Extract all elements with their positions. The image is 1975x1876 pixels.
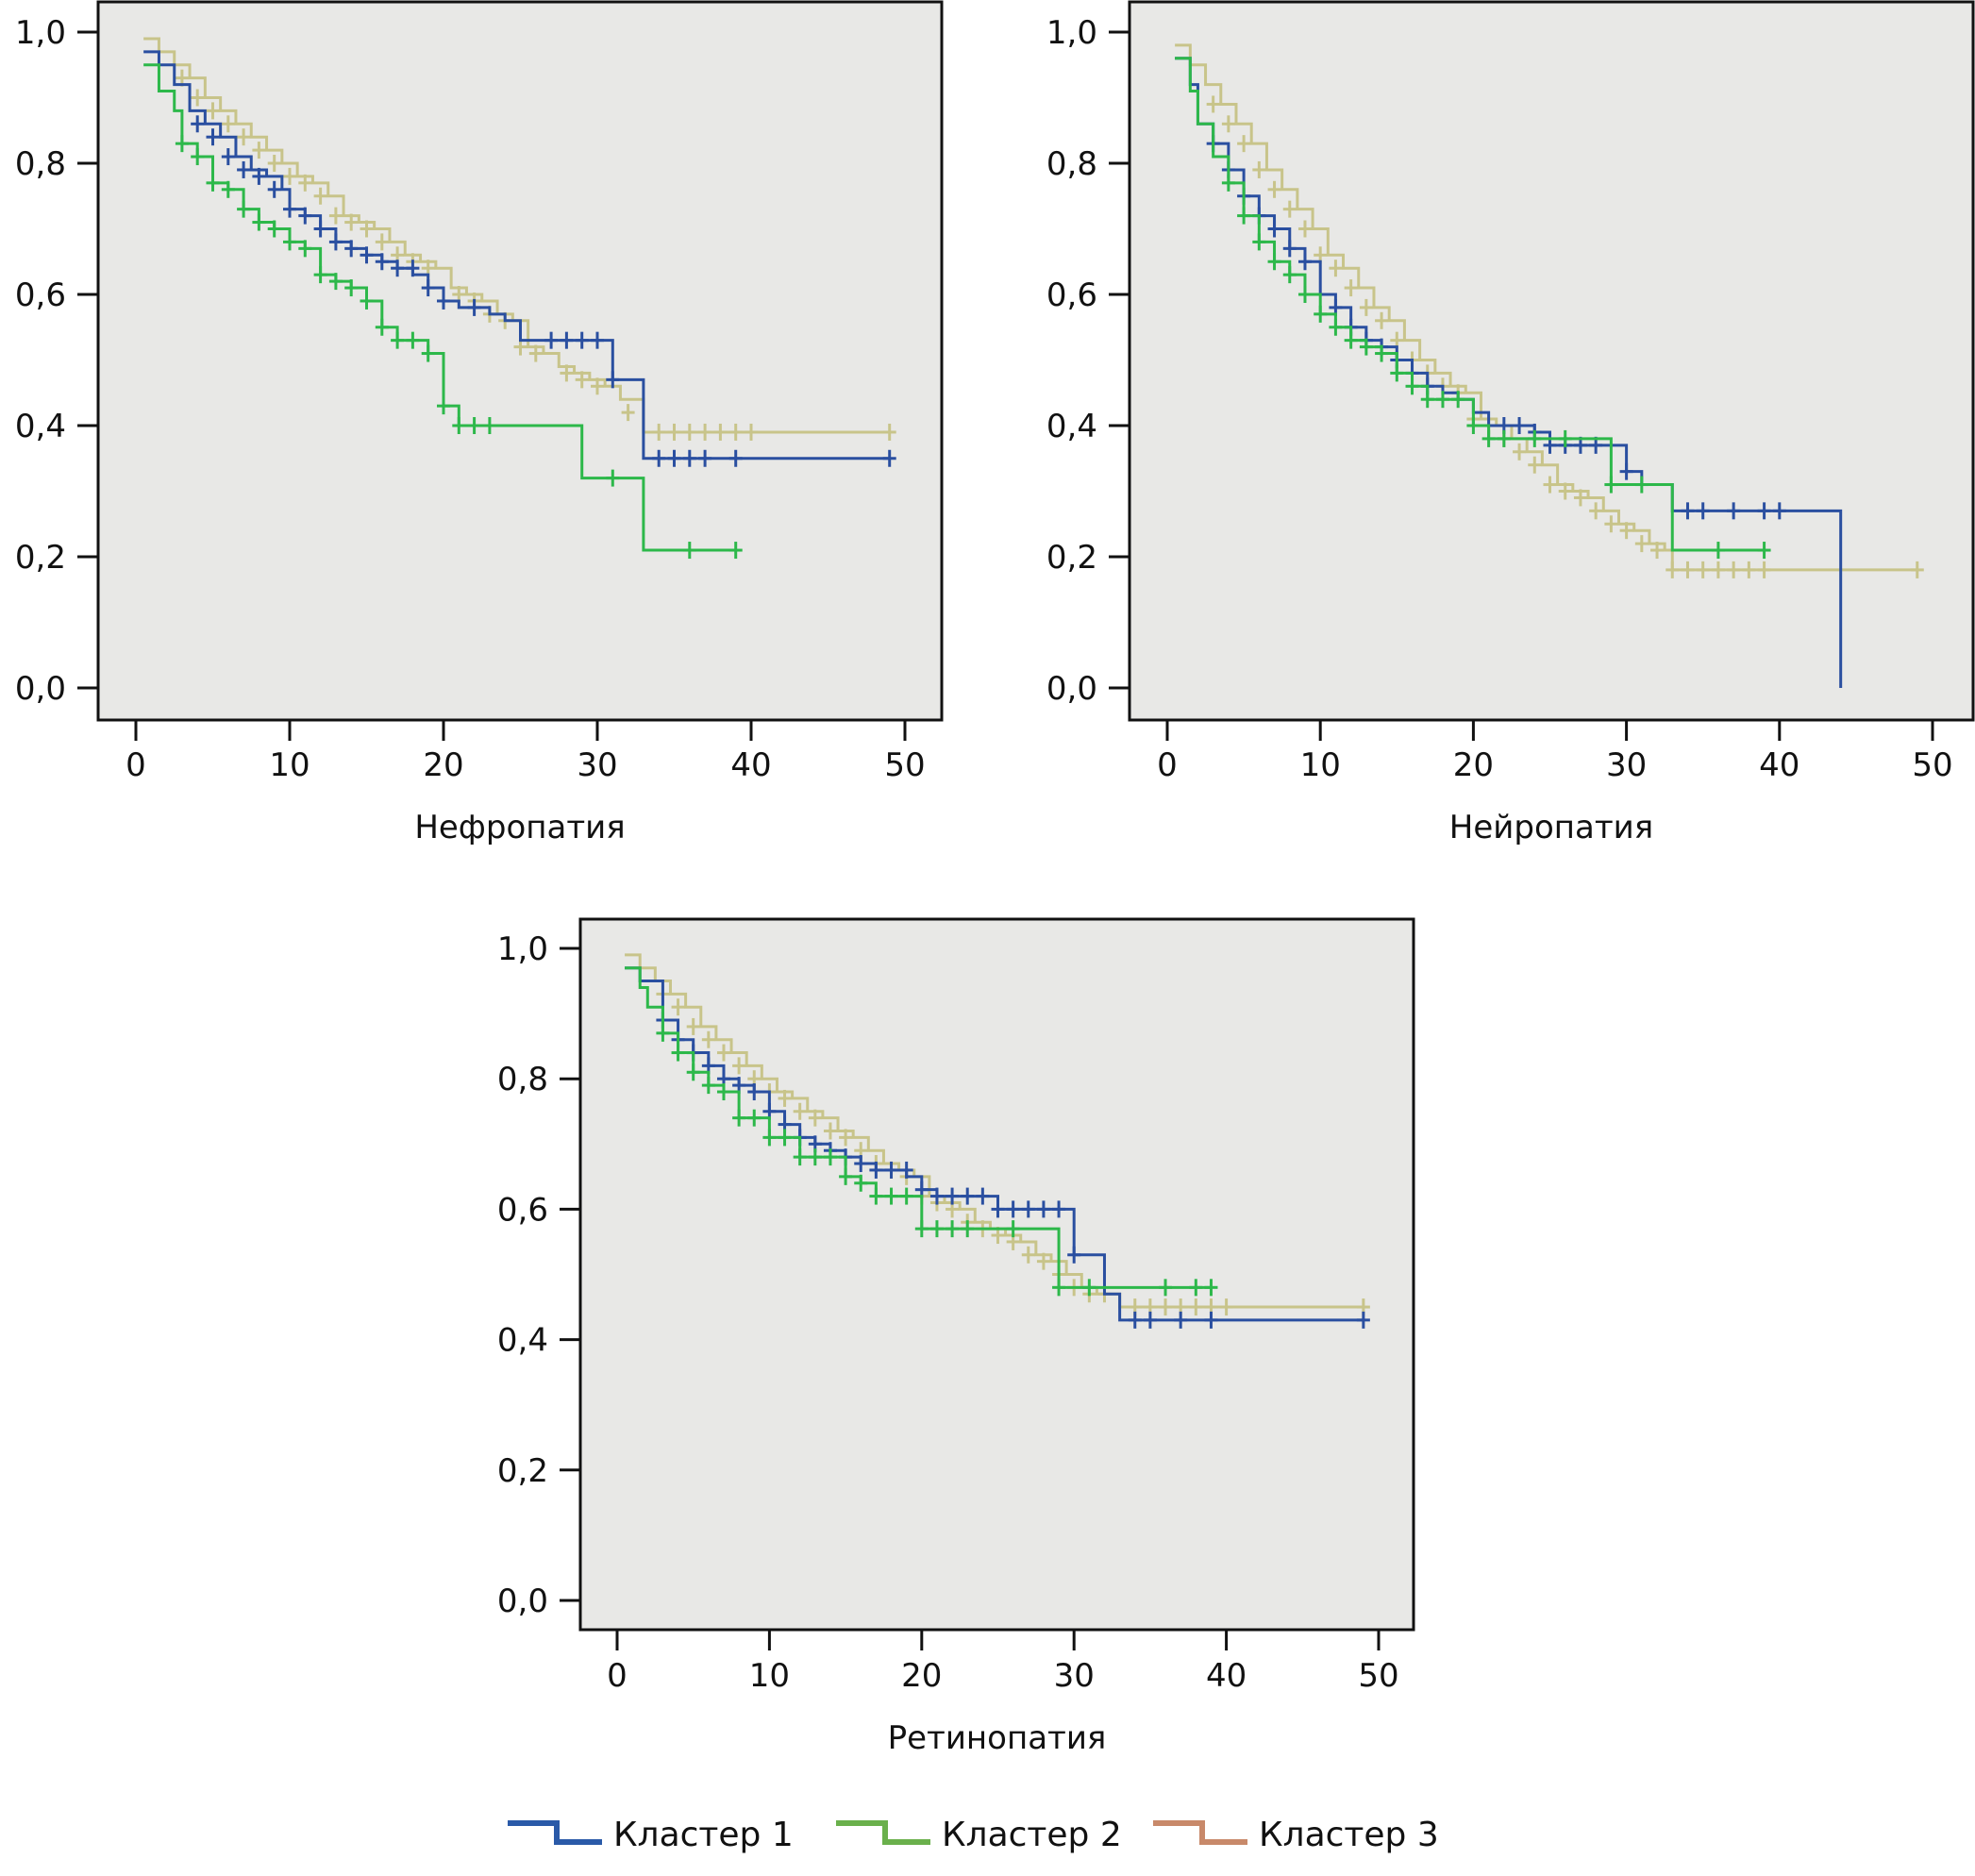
legend-swatch xyxy=(508,1820,602,1845)
y-tick-label: 1,0 xyxy=(1046,14,1097,52)
series-cluster-2 xyxy=(1175,57,1771,560)
x-tick-label: 0 xyxy=(1157,746,1178,784)
x-axis-title: Нейропатия xyxy=(1449,809,1653,846)
x-axis-title: Нефропатия xyxy=(414,809,625,846)
series-cluster-2 xyxy=(143,63,743,560)
x-tick-label: 10 xyxy=(269,746,310,784)
plot-area xyxy=(96,0,944,722)
survival-step-line xyxy=(143,37,890,434)
x-tick-label: 20 xyxy=(423,746,463,784)
y-tick-label: 0,4 xyxy=(15,408,66,445)
y-tick-label: 0,8 xyxy=(15,145,66,183)
legend: Кластер 1 Кластер 2 Кластер 3 xyxy=(508,1816,1439,1854)
series-cluster-3 xyxy=(143,37,896,441)
x-tick-label: 20 xyxy=(1453,746,1494,784)
chart-nephropathy: 0,0 0,2 0,4 0,6 0,8 1,0 0 10 20 30 40 50 Нефропатия xyxy=(15,0,944,846)
y-tick-label: 0,8 xyxy=(497,1061,548,1098)
legend-item-cluster-3: Кластер 3 xyxy=(1153,1816,1439,1854)
y-tick-label: 0,6 xyxy=(497,1191,548,1229)
plot-area xyxy=(1128,0,1975,722)
x-tick-label: 10 xyxy=(749,1657,790,1695)
chart-retinopathy: 0,0 0,2 0,4 0,6 0,8 1,0 0 10 20 30 40 50 Ретинопатия xyxy=(497,917,1415,1757)
x-tick-label: 20 xyxy=(901,1657,942,1695)
y-tick-label: 1,0 xyxy=(497,930,548,968)
y-tick-label: 1,0 xyxy=(15,14,66,52)
y-tick-label: 0,2 xyxy=(15,539,66,577)
y-tick-label: 0,2 xyxy=(1046,539,1097,577)
y-tick-label: 0,2 xyxy=(497,1452,548,1490)
survival-step-line xyxy=(1175,43,1917,572)
x-tick-label: 30 xyxy=(1606,746,1647,784)
legend-item-cluster-2: Кластер 2 xyxy=(836,1816,1122,1854)
chart-neuropathy: 0,0 0,2 0,4 0,6 0,8 1,0 0 10 20 30 40 50 Нейропатия xyxy=(1046,0,1975,846)
legend-label: Кластер 3 xyxy=(1259,1816,1439,1854)
legend-label: Кластер 2 xyxy=(942,1816,1122,1854)
y-tick-label: 0,0 xyxy=(15,670,66,708)
x-tick-label: 0 xyxy=(126,746,146,784)
legend-swatch xyxy=(1153,1820,1247,1845)
y-tick-label: 0,0 xyxy=(497,1583,548,1620)
x-tick-label: 40 xyxy=(1759,746,1799,784)
y-tick-label: 0,8 xyxy=(1046,145,1097,183)
x-tick-label: 0 xyxy=(607,1657,628,1695)
x-tick-label: 30 xyxy=(1054,1657,1095,1695)
legend-item-cluster-1: Кластер 1 xyxy=(508,1816,794,1854)
y-tick-label: 0,4 xyxy=(1046,408,1097,445)
y-tick-label: 0,0 xyxy=(1046,670,1097,708)
legend-label: Кластер 1 xyxy=(613,1816,794,1854)
x-axis-title: Ретинопатия xyxy=(888,1719,1107,1757)
x-tick-label: 10 xyxy=(1300,746,1341,784)
series-cluster-1 xyxy=(143,50,896,467)
series-cluster-2 xyxy=(625,966,1218,1297)
survival-step-line xyxy=(625,953,1364,1309)
x-tick-label: 50 xyxy=(1358,1657,1398,1695)
plot-area xyxy=(578,917,1415,1632)
x-tick-label: 40 xyxy=(1206,1657,1247,1695)
y-tick-label: 0,6 xyxy=(1046,276,1097,314)
legend-swatch xyxy=(836,1820,930,1845)
x-tick-label: 50 xyxy=(1912,746,1952,784)
y-tick-label: 0,6 xyxy=(15,276,66,314)
x-tick-label: 40 xyxy=(730,746,771,784)
x-tick-label: 30 xyxy=(577,746,617,784)
x-tick-label: 50 xyxy=(884,746,925,784)
y-tick-label: 0,4 xyxy=(497,1322,548,1360)
